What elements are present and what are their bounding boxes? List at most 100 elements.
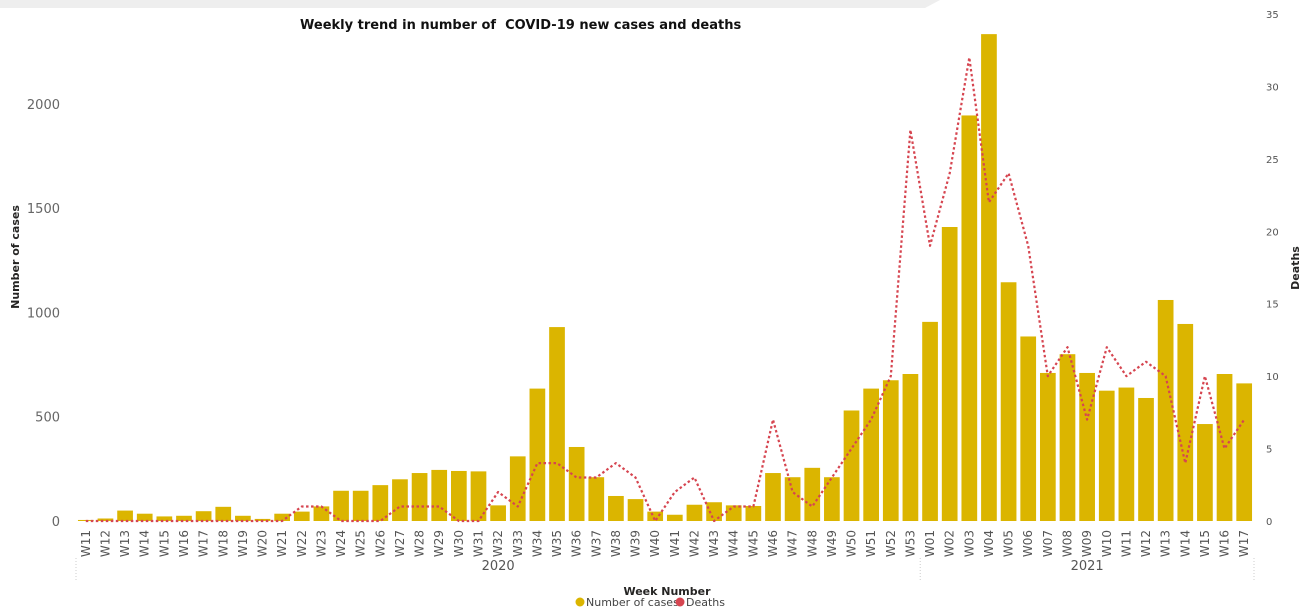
- bar-cases: [136, 513, 153, 521]
- x-axis-title: Week Number: [623, 585, 711, 598]
- x-tick-label: W49: [825, 530, 839, 557]
- x-tick-label: W39: [629, 530, 643, 557]
- x-tick-label: W01: [923, 530, 937, 557]
- bar-cases: [745, 505, 762, 521]
- x-tick-label: W51: [864, 530, 878, 557]
- x-tick-label: W07: [1041, 530, 1055, 557]
- y-tick-label: 500: [35, 411, 60, 426]
- x-tick-label: W31: [471, 530, 485, 557]
- chart-title: Weekly trend in number of COVID-19 new c…: [300, 18, 742, 33]
- bar-cases: [922, 321, 938, 521]
- bar-cases: [666, 514, 683, 521]
- x-tick-label: W17: [1237, 530, 1251, 557]
- bar-cases: [293, 511, 310, 521]
- bar-cases: [470, 471, 487, 521]
- x-tick-label: W29: [432, 530, 446, 557]
- x-tick-label: W45: [746, 530, 760, 557]
- bar-cases: [450, 470, 467, 521]
- x-tick-label: W50: [845, 530, 859, 557]
- bar-cases: [549, 327, 565, 521]
- x-tick-label: W46: [766, 530, 780, 557]
- x-tick-label: W40: [648, 530, 662, 557]
- x-tick-label: W16: [177, 530, 191, 557]
- x-tick-label: W43: [707, 530, 721, 557]
- x-tick-label: W15: [157, 530, 171, 557]
- bar-cases: [1079, 372, 1095, 521]
- x-tick-label: W34: [530, 530, 544, 557]
- x-tick-label: W30: [452, 530, 466, 557]
- year-label: 2020: [482, 559, 515, 574]
- y2-tick-label: 0: [1266, 517, 1272, 528]
- year-label: 2021: [1071, 559, 1104, 574]
- y-tick-label: 0: [52, 515, 60, 530]
- bar-cases: [568, 446, 585, 521]
- bar-cases: [176, 515, 192, 521]
- x-tick-label: W38: [609, 530, 623, 557]
- bar-cases: [1197, 424, 1213, 521]
- x-tick-label: W36: [570, 530, 584, 557]
- bar-cases: [1138, 397, 1154, 521]
- x-tick-label: W06: [1021, 530, 1035, 557]
- bar-cases: [156, 516, 173, 521]
- x-tick-label: W48: [805, 530, 819, 557]
- bar-cases: [1177, 323, 1194, 521]
- x-tick-label: W26: [373, 530, 387, 557]
- bar-cases: [882, 380, 899, 521]
- x-tick-label: W14: [138, 530, 152, 557]
- x-tick-label: W12: [98, 530, 112, 557]
- bar-cases: [941, 227, 958, 521]
- y2-tick-label: 25: [1266, 155, 1279, 166]
- bar-cases: [411, 473, 428, 521]
- x-tick-label: W27: [393, 530, 407, 557]
- x-tick-label: W32: [491, 530, 505, 557]
- x-tick-label: W53: [903, 530, 917, 557]
- x-tick-label: W22: [295, 530, 309, 557]
- bar-cases: [627, 499, 644, 521]
- legend-marker-deaths: [675, 597, 685, 607]
- bar-cases: [352, 490, 369, 521]
- legend-marker-cases: [575, 597, 585, 607]
- bar-cases: [902, 374, 919, 521]
- bar-cases: [863, 388, 880, 521]
- bar-cases: [608, 495, 624, 521]
- bar-cases: [1059, 354, 1076, 521]
- x-tick-label: W10: [1100, 530, 1114, 557]
- x-tick-label: W05: [1002, 530, 1016, 557]
- x-tick-label: W41: [668, 530, 682, 557]
- y-tick-label: 2000: [27, 98, 60, 113]
- x-tick-label: W04: [982, 530, 996, 557]
- x-tick-label: W35: [550, 530, 564, 557]
- bar-cases: [333, 490, 349, 521]
- y2-tick-label: 10: [1266, 372, 1279, 383]
- bar-cases: [706, 502, 722, 521]
- bar-cases: [1000, 282, 1017, 521]
- bar-cases: [765, 473, 781, 521]
- bar-cases: [1157, 299, 1174, 521]
- bar-cases: [1039, 372, 1056, 521]
- x-tick-label: W14: [1178, 530, 1192, 557]
- x-tick-label: W52: [884, 530, 898, 557]
- bar-cases: [274, 513, 291, 521]
- x-tick-label: W37: [589, 530, 603, 557]
- bar-cases: [431, 469, 448, 521]
- x-tick-label: W03: [962, 530, 976, 557]
- x-tick-label: W44: [727, 530, 741, 557]
- x-tick-label: W21: [275, 530, 289, 557]
- bar-cases: [392, 479, 408, 521]
- bar-cases: [509, 456, 526, 521]
- x-tick-label: W33: [511, 530, 525, 557]
- bar-cases: [372, 485, 389, 521]
- line-deaths: [85, 56, 1246, 523]
- bar-cases: [647, 511, 664, 521]
- bar-cases: [97, 518, 114, 521]
- bar-cases: [784, 477, 801, 521]
- bar-cases: [961, 115, 978, 521]
- x-tick-label: W28: [413, 530, 427, 557]
- bar-cases: [686, 504, 703, 521]
- x-tick-label: W47: [786, 530, 800, 557]
- x-tick-label: W24: [334, 530, 348, 557]
- x-tick-label: W09: [1080, 530, 1094, 557]
- bar-cases: [588, 477, 605, 521]
